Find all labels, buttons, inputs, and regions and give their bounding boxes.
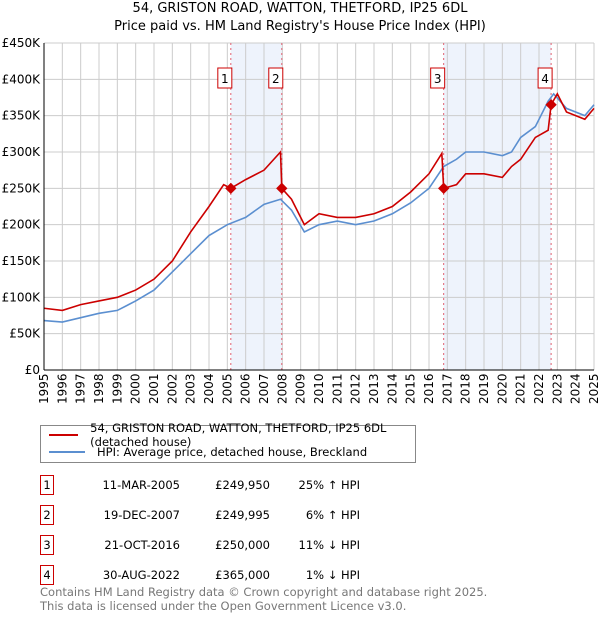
sale-date: 19-DEC-2007 bbox=[103, 508, 180, 522]
x-tick-label: 2019 bbox=[477, 373, 491, 404]
x-tick-label: 2012 bbox=[349, 373, 363, 404]
sale-point bbox=[438, 182, 450, 194]
x-tick-label: 2022 bbox=[532, 373, 546, 404]
x-tick-label: 2011 bbox=[330, 373, 344, 404]
y-tick-label: £100K bbox=[2, 290, 42, 304]
x-tick-label: 1997 bbox=[74, 373, 88, 404]
x-tick-label: 1998 bbox=[92, 373, 106, 404]
sale-date: 30-AUG-2022 bbox=[102, 568, 180, 582]
series-line bbox=[43, 92, 595, 312]
y-tick-label: £200K bbox=[2, 218, 42, 232]
sale-number: 1 bbox=[40, 475, 54, 495]
sale-date: 11-MAR-2005 bbox=[102, 478, 180, 492]
legend-item-property: 54, GRISTON ROAD, WATTON, THETFORD, IP25… bbox=[49, 421, 415, 449]
x-tick-label: 2021 bbox=[514, 373, 528, 404]
sale-number: 3 bbox=[40, 535, 54, 555]
sale-date: 21-OCT-2016 bbox=[104, 538, 180, 552]
y-tick-label: £450K bbox=[2, 36, 42, 50]
sale-hpi-diff: 25% ↑ HPI bbox=[298, 478, 360, 492]
y-tick-label: £400K bbox=[2, 72, 42, 86]
legend-swatch-red bbox=[49, 434, 79, 436]
sale-label: 2 bbox=[272, 72, 280, 86]
ownership-period-shade bbox=[230, 43, 282, 370]
sale-hpi-diff: 6% ↑ HPI bbox=[305, 508, 360, 522]
sale-number: 2 bbox=[40, 505, 54, 525]
x-tick-label: 2004 bbox=[202, 373, 216, 404]
sale-price: £249,995 bbox=[215, 508, 270, 522]
y-tick-label: £300K bbox=[2, 145, 42, 159]
x-tick-label: 2000 bbox=[129, 373, 143, 404]
sale-row: 2 19-DEC-2007 £249,995 6% ↑ HPI bbox=[40, 505, 600, 525]
x-tick-label: 2023 bbox=[550, 373, 564, 404]
x-tick-label: 2020 bbox=[495, 373, 509, 404]
sale-label: 3 bbox=[434, 72, 442, 86]
x-tick-label: 2002 bbox=[165, 373, 179, 404]
y-tick-label: £50K bbox=[9, 327, 41, 341]
x-tick-label: 1995 bbox=[37, 373, 51, 404]
x-tick-label: 2024 bbox=[569, 373, 583, 404]
x-tick-label: 2025 bbox=[587, 373, 600, 404]
sale-number: 4 bbox=[40, 565, 54, 585]
sale-label-box bbox=[537, 67, 553, 89]
legend-item-hpi: HPI: Average price, detached house, Brec… bbox=[49, 445, 367, 459]
x-tick-label: 1999 bbox=[110, 373, 124, 404]
x-tick-label: 2003 bbox=[184, 373, 198, 404]
y-tick-label: £150K bbox=[2, 254, 42, 268]
legend-label: 54, GRISTON ROAD, WATTON, THETFORD, IP25… bbox=[90, 421, 387, 449]
footer-licence: This data is licensed under the Open Gov… bbox=[40, 599, 407, 613]
x-tick-label: 2005 bbox=[220, 373, 234, 404]
y-tick-label: £350K bbox=[2, 109, 42, 123]
x-tick-label: 2010 bbox=[312, 373, 326, 404]
series-line bbox=[43, 92, 595, 323]
chart-subtitle: Price paid vs. HM Land Registry's House … bbox=[114, 19, 486, 34]
ownership-period-shade bbox=[443, 43, 552, 370]
sale-point bbox=[276, 182, 288, 194]
x-tick-label: 2014 bbox=[385, 373, 399, 404]
sale-price: £250,000 bbox=[215, 538, 270, 552]
x-tick-label: 2009 bbox=[294, 373, 308, 404]
x-tick-label: 2018 bbox=[459, 373, 473, 404]
sale-label: 4 bbox=[541, 72, 549, 86]
sale-hpi-diff: 11% ↓ HPI bbox=[298, 538, 360, 552]
legend-swatch-blue bbox=[49, 451, 85, 453]
sale-label-box bbox=[217, 67, 233, 89]
x-tick-label: 2006 bbox=[239, 373, 253, 404]
chart-title: 54, GRISTON ROAD, WATTON, THETFORD, IP25… bbox=[132, 1, 468, 16]
sale-price: £365,000 bbox=[215, 568, 270, 582]
x-tick-label: 2013 bbox=[367, 373, 381, 404]
x-tick-label: 2017 bbox=[440, 373, 454, 404]
x-tick-label: 2008 bbox=[275, 373, 289, 404]
sale-label-box bbox=[430, 67, 446, 89]
x-tick-label: 2001 bbox=[147, 373, 161, 404]
sale-row: 1 11-MAR-2005 £249,950 25% ↑ HPI bbox=[40, 475, 600, 495]
plot-area: £0 £50K £100K £150K £200K £250K £300K £350K £400… bbox=[2, 36, 600, 404]
x-tick-label: 2016 bbox=[422, 373, 436, 404]
y-tick-label: £250K bbox=[2, 181, 42, 195]
x-tick-label: 2007 bbox=[257, 373, 271, 404]
sale-hpi-diff: 1% ↓ HPI bbox=[305, 568, 360, 582]
y-tick-label: £0 bbox=[25, 363, 40, 377]
x-tick-label: 2015 bbox=[404, 373, 418, 404]
x-tick-label: 1996 bbox=[55, 373, 69, 404]
sale-row: 4 30-AUG-2022 £365,000 1% ↓ HPI bbox=[40, 565, 600, 585]
sale-price: £249,950 bbox=[215, 478, 270, 492]
legend: 54, GRISTON ROAD, WATTON, THETFORD, IP25… bbox=[40, 421, 416, 463]
sale-label-box bbox=[268, 67, 284, 89]
footer-copyright: Contains HM Land Registry data © Crown c… bbox=[40, 585, 488, 599]
legend-label: HPI: Average price, detached house, Brec… bbox=[97, 445, 368, 459]
sale-row: 3 21-OCT-2016 £250,000 11% ↓ HPI bbox=[40, 535, 600, 555]
sale-point bbox=[225, 182, 237, 195]
sale-label: 1 bbox=[221, 72, 229, 86]
